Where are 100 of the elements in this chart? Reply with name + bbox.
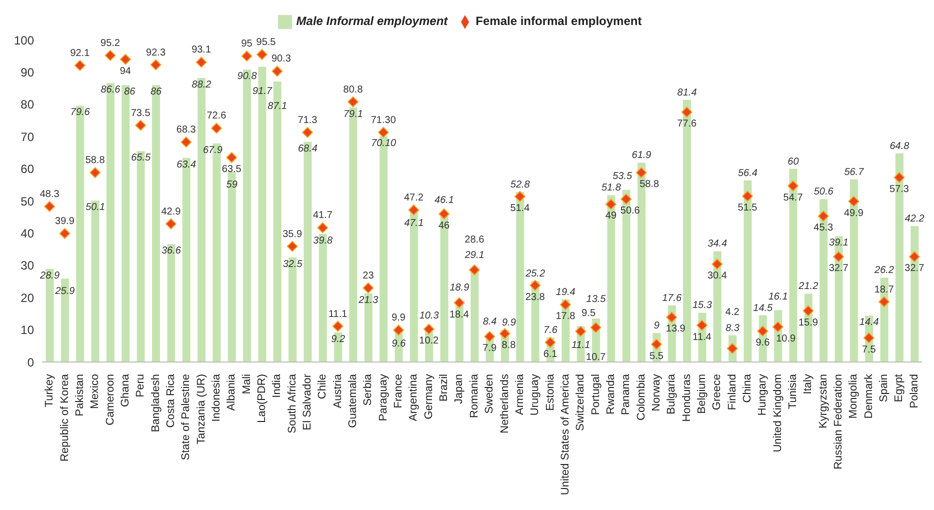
y-tick-label: 90 (20, 65, 34, 80)
data-label: 39.8 (313, 235, 334, 246)
data-label: 9.9 (502, 318, 516, 329)
data-label: 60 (788, 156, 800, 168)
data-label: 36.6 (161, 246, 182, 257)
bar (440, 214, 448, 362)
data-label: 47.1 (404, 218, 424, 229)
x-tick-label: Albania (226, 373, 238, 411)
y-tick-label: 20 (20, 290, 34, 305)
point (499, 328, 510, 340)
data-label: 58.8 (640, 179, 660, 190)
x-tick-label: Poland (908, 374, 920, 408)
data-label: 7.5 (862, 344, 876, 356)
data-label: 51.5 (738, 202, 758, 214)
point (210, 122, 222, 134)
point (894, 172, 905, 183)
point (317, 222, 328, 234)
x-tick-label: France (392, 374, 405, 408)
point (59, 228, 70, 240)
data-label: 13.5 (586, 294, 606, 306)
x-tick-label: Argentina (408, 373, 420, 422)
point (120, 54, 131, 65)
point (544, 336, 556, 348)
data-label: 34.4 (708, 238, 728, 250)
data-label: 15.9 (798, 317, 818, 328)
point (468, 264, 480, 276)
x-tick-label: Kyrgyzstan (817, 374, 830, 428)
x-tick-label: Estonia (544, 373, 556, 411)
data-label: 17.8 (556, 311, 576, 322)
point (712, 258, 723, 270)
data-label: 56.4 (738, 168, 758, 179)
x-tick-label: Russian Federation (832, 374, 845, 470)
data-label: 42.9 (161, 206, 182, 218)
point (393, 324, 404, 336)
x-tick-label: Uruguay (529, 374, 542, 416)
x-tick-label: El Salvador (302, 374, 314, 430)
data-label: 61.9 (632, 150, 652, 162)
point (560, 299, 571, 310)
bar (228, 172, 236, 362)
data-label: 14.5 (753, 302, 774, 314)
point (256, 48, 268, 60)
x-tick-label: Portugal (590, 374, 602, 415)
data-label: 95 (241, 38, 253, 50)
point (332, 320, 344, 332)
x-tick-label: South Africa (286, 373, 298, 434)
x-tick-label: United States of America (559, 373, 572, 496)
x-tick-label: Tanzania (UR) (195, 374, 208, 444)
x-tick-label: Chile (316, 374, 329, 400)
x-tick-label: Honduras (680, 374, 693, 422)
x-tick-label: India (271, 373, 284, 398)
point (302, 126, 314, 138)
y-tick-label: 30 (20, 258, 34, 273)
data-label: 29.1 (464, 250, 484, 261)
point (74, 60, 86, 71)
data-label: 91.7 (252, 86, 272, 98)
data-label: 10.3 (419, 310, 440, 322)
data-label: 46 (438, 220, 450, 232)
data-label: 21.2 (798, 281, 819, 292)
point (241, 50, 252, 62)
point (454, 297, 465, 308)
point (272, 66, 283, 77)
x-tick-label: Turkey (44, 374, 56, 408)
point (666, 312, 678, 323)
point (135, 120, 146, 131)
data-label: 11.1 (571, 340, 590, 351)
point (423, 324, 434, 335)
x-tick-label: Italy (802, 374, 814, 394)
point (863, 332, 874, 344)
point (802, 305, 814, 316)
data-label: 65.5 (131, 152, 151, 164)
data-label: 28.6 (464, 234, 485, 246)
data-label: 64.8 (890, 140, 910, 152)
point (772, 321, 784, 332)
x-tick-label: Mexico (89, 374, 102, 409)
data-label: 45.3 (814, 222, 834, 234)
x-tick-label: Denmark (862, 374, 875, 419)
y-tick-label: 80 (20, 98, 34, 112)
x-tick-label: Germany (422, 374, 435, 420)
data-label: 95.5 (256, 36, 276, 48)
data-label: 10.9 (776, 333, 796, 344)
x-tick-label: Peru (134, 374, 147, 398)
data-label: 70.10 (371, 138, 397, 149)
x-tick-label: Greece (711, 374, 724, 410)
point (757, 326, 768, 337)
data-label: 9.6 (756, 338, 770, 349)
data-label: 17.6 (662, 292, 682, 304)
x-tick-label: Romania (468, 373, 480, 418)
data-label: 86.6 (100, 84, 121, 96)
data-label: 41.7 (312, 210, 333, 222)
x-tick-label: Lao(PDR) (256, 374, 268, 423)
x-tick-label: China (742, 373, 754, 403)
point (575, 326, 586, 337)
data-label: 90.8 (237, 71, 258, 82)
data-label: 68.4 (298, 143, 318, 154)
data-label: 87.1 (268, 101, 288, 112)
point (150, 59, 162, 70)
data-label: 25.9 (54, 286, 76, 298)
data-label: 11.4 (692, 332, 712, 343)
point (590, 322, 602, 334)
x-tick-label: Finland (726, 374, 738, 410)
